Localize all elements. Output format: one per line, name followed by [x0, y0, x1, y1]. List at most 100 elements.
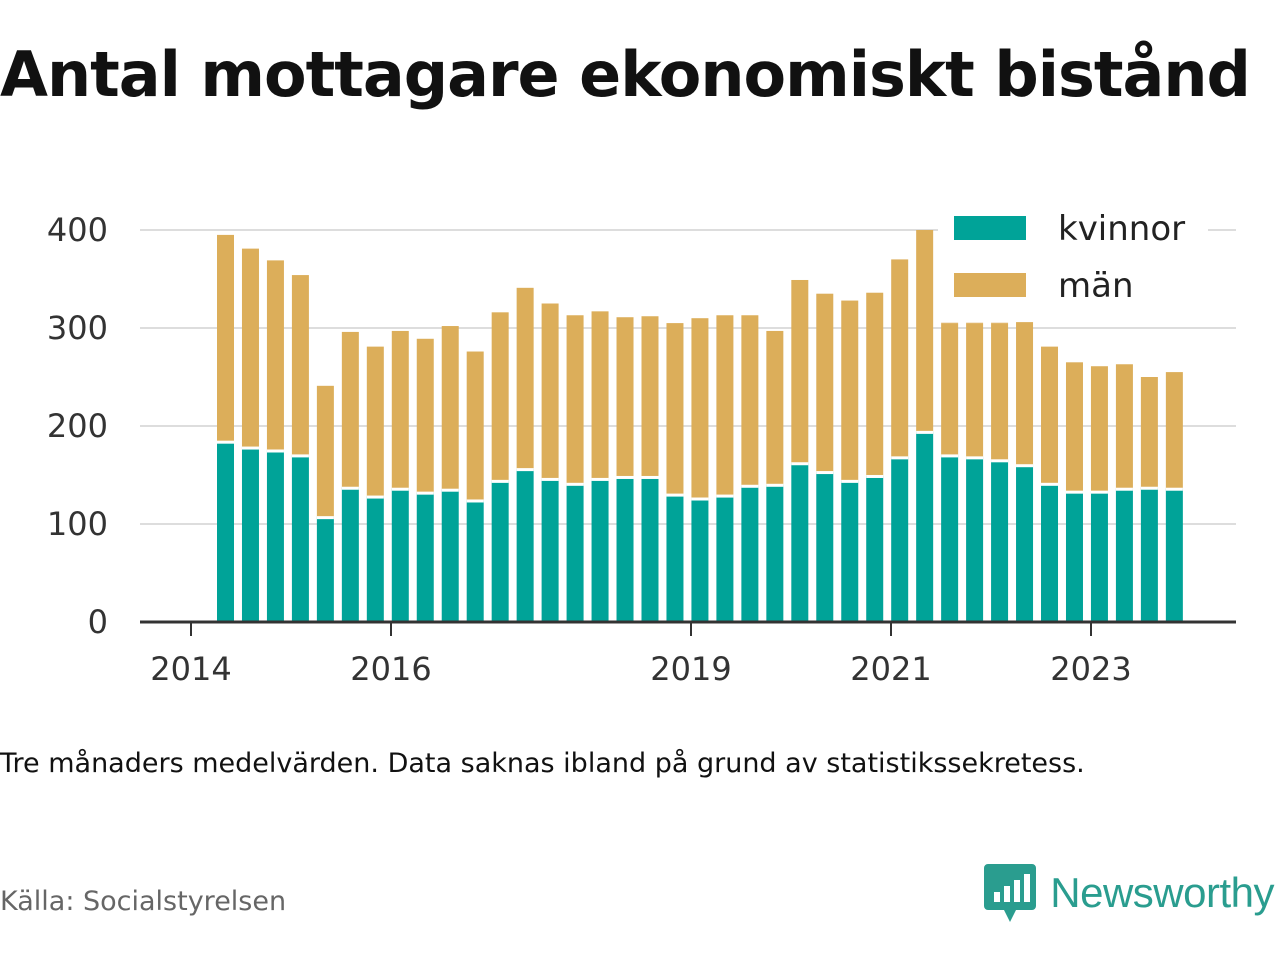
bar-separator	[816, 471, 834, 475]
chart-note: Tre månaders medelvärden. Data saknas ib…	[0, 748, 1085, 779]
bar-man	[991, 323, 1009, 461]
chart-title: Antal mottagare ekonomiskt bistånd	[0, 38, 1251, 111]
bar-separator	[391, 487, 409, 491]
x-tick-label: 2016	[350, 650, 431, 688]
bar-man	[466, 351, 484, 501]
bar-kvinnor	[1041, 483, 1059, 622]
bar-kvinnor	[266, 450, 284, 622]
bar-separator	[916, 430, 934, 434]
bar-separator	[841, 479, 859, 483]
brand-name: Newsworthy	[1050, 869, 1274, 916]
bar-separator	[891, 456, 909, 460]
bar-man	[641, 316, 659, 477]
bar-man	[217, 234, 234, 442]
bar-kvinnor	[841, 480, 859, 622]
bar-kvinnor	[891, 457, 909, 622]
bar-kvinnor	[291, 455, 309, 622]
bar-man	[791, 279, 809, 464]
bar-man	[1115, 364, 1133, 489]
bar-separator	[491, 479, 509, 483]
bar-man	[491, 312, 509, 481]
bar-man	[316, 385, 334, 518]
bar-separator	[341, 486, 359, 490]
bar-kvinnor	[591, 478, 609, 622]
bar-man	[816, 293, 834, 473]
bar-kvinnor	[641, 476, 659, 622]
bar-separator	[466, 499, 484, 503]
y-tick-label: 400	[47, 211, 108, 249]
bar-man	[1065, 362, 1083, 492]
chat-chart-icon	[984, 864, 1037, 922]
bar-separator	[241, 446, 259, 450]
bar-separator	[941, 454, 959, 458]
bar-separator	[316, 516, 334, 520]
bar-man	[591, 311, 609, 479]
bar-man	[916, 230, 934, 432]
bar-man	[366, 346, 384, 497]
bar-chart: 0 100 200 300 400 2014 2016 2019 2021 2023 kvinn…	[46, 209, 1236, 688]
bar-man	[1016, 322, 1034, 466]
bar-man	[841, 300, 859, 481]
bar-separator	[1140, 486, 1158, 490]
x-tick-label: 2014	[150, 650, 231, 688]
bar-separator	[1115, 487, 1133, 491]
bar-kvinnor	[566, 483, 584, 622]
bar-kvinnor	[341, 487, 359, 622]
bar-man	[541, 303, 559, 479]
bar-man	[1090, 366, 1108, 492]
bar-man	[966, 323, 984, 458]
x-axis-ticks: 2014 2016 2019 2021 2023	[150, 622, 1132, 688]
bar-separator	[1065, 490, 1083, 494]
bar-kvinnor	[616, 476, 634, 622]
bar-man	[891, 259, 909, 458]
y-tick-label: 200	[47, 407, 108, 445]
bar-kvinnor	[416, 492, 434, 622]
bar-man	[691, 318, 709, 499]
bar-separator	[991, 459, 1009, 463]
bar-kvinnor	[866, 475, 884, 622]
bar-kvinnor	[241, 447, 259, 622]
bar-separator	[217, 440, 234, 444]
bar-separator	[516, 468, 534, 472]
bar-separator	[691, 497, 709, 501]
bar-man	[1165, 372, 1183, 489]
bar-kvinnor	[816, 472, 834, 622]
bar-kvinnor	[1165, 488, 1183, 622]
bar-separator	[791, 462, 809, 466]
bar-kvinnor	[541, 478, 559, 622]
bar-separator	[291, 454, 309, 458]
bar-man	[391, 330, 409, 489]
x-tick-label: 2023	[1050, 650, 1131, 688]
bar-kvinnor	[1115, 488, 1133, 622]
bar-man	[666, 323, 684, 495]
bar-separator	[591, 477, 609, 481]
bar-kvinnor	[666, 494, 684, 622]
bar-kvinnor	[366, 496, 384, 622]
bar-separator	[541, 477, 559, 481]
bar-kvinnor	[716, 495, 734, 622]
bar-man	[866, 292, 884, 476]
bar-separator	[1090, 490, 1108, 494]
y-axis-ticks: 0 100 200 300 400	[47, 211, 108, 641]
bar-kvinnor	[941, 455, 959, 622]
bar-man	[341, 331, 359, 488]
bar-separator	[966, 456, 984, 460]
newsworthy-logo[interactable]: Newsworthy	[984, 862, 1274, 924]
bar-kvinnor	[1016, 465, 1034, 622]
bar-kvinnor	[966, 457, 984, 622]
bar-man	[1041, 346, 1059, 484]
bar-separator	[441, 488, 459, 492]
bar-man	[416, 338, 434, 493]
x-tick-label: 2019	[650, 650, 731, 688]
bar-kvinnor	[766, 484, 784, 622]
bar-separator	[1165, 487, 1183, 491]
bar-separator	[616, 475, 634, 479]
bar-kvinnor	[466, 500, 484, 622]
y-tick-label: 100	[47, 505, 108, 543]
bar-separator	[716, 494, 734, 498]
bar-kvinnor	[691, 498, 709, 622]
bar-separator	[866, 474, 884, 478]
source-text: Källa: Socialstyrelsen	[0, 886, 287, 917]
bar-man	[266, 260, 284, 451]
x-tick-label: 2021	[850, 650, 931, 688]
